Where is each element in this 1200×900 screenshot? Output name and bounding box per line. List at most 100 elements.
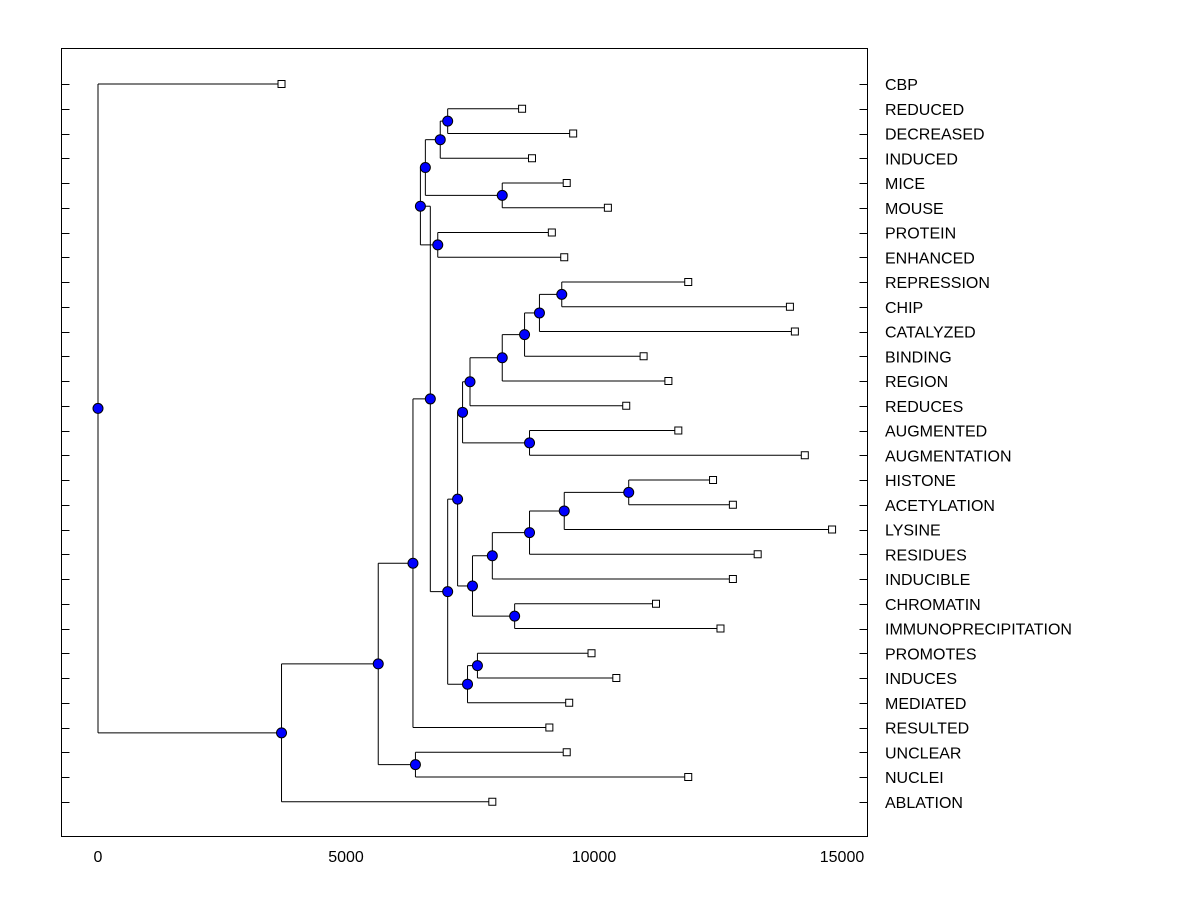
- leaf-label-catalyzed: CATALYZED: [885, 325, 976, 342]
- merge-node-m29: [92, 402, 104, 414]
- leaf-marker-residues: [753, 550, 762, 559]
- x-tick-label: 10000: [572, 849, 617, 866]
- leaf-label-lysine: LYSINE: [885, 523, 941, 540]
- leaf-marker-reduced: [518, 104, 527, 113]
- leaf-label-enhanced: ENHANCED: [885, 250, 975, 267]
- merge-node-m19: [466, 580, 478, 592]
- merge-node-m14: [623, 486, 635, 498]
- leaf-label-histone: HISTONE: [885, 473, 956, 490]
- merge-node-m17: [486, 550, 498, 562]
- leaf-label-mice: MICE: [885, 176, 925, 193]
- leaf-marker-mouse: [603, 203, 612, 212]
- merge-node-m23: [442, 586, 454, 598]
- merge-node-m24: [424, 393, 436, 405]
- leaf-label-induced: INDUCED: [885, 151, 958, 168]
- dendrogram-branches: [97, 83, 833, 803]
- left-tick-marks: [61, 84, 70, 803]
- leaf-label-promotes: PROMOTES: [885, 646, 977, 663]
- merge-node-m22: [462, 678, 474, 690]
- merge-node-m13: [457, 406, 469, 418]
- merge-node-m7: [556, 288, 568, 300]
- merge-node-m5: [432, 239, 444, 251]
- leaf-label-cbp: CBP: [885, 77, 918, 94]
- leaf-marker-resulted: [545, 723, 554, 732]
- leaf-label-reduced: REDUCED: [885, 102, 964, 119]
- leaf-marker-binding: [639, 352, 648, 361]
- merge-node-m11: [464, 376, 476, 388]
- merge-node-m28: [276, 727, 288, 739]
- leaf-marker-induces: [612, 674, 621, 682]
- merge-node-m21: [471, 660, 483, 672]
- leaf-marker-histone: [709, 476, 718, 484]
- merge-node-m12: [524, 437, 536, 449]
- leaf-label-decreased: DECREASED: [885, 127, 985, 144]
- leaf-marker-augmentation: [800, 451, 809, 460]
- merge-node-m16: [524, 527, 536, 539]
- leaf-marker-augmented: [674, 426, 683, 435]
- leaf-label-augmented: AUGMENTED: [885, 424, 987, 441]
- leaf-marker-promotes: [587, 649, 596, 658]
- leaf-label-protein: PROTEIN: [885, 226, 956, 243]
- leaf-marker-protein: [547, 228, 556, 237]
- leaf-label-nuclei: NUCLEI: [885, 770, 944, 787]
- leaf-marker-decreased: [569, 129, 578, 138]
- merge-node-m15: [558, 505, 570, 517]
- merge-node-m27: [372, 658, 384, 670]
- leaf-marker-chromatin: [652, 599, 660, 608]
- leaf-marker-lysine: [828, 525, 837, 534]
- leaf-label-chromatin: CHROMATIN: [885, 597, 981, 614]
- leaf-label-reduces: REDUCES: [885, 399, 963, 416]
- leaf-marker-chip: [785, 302, 794, 311]
- plot-frame: [61, 48, 868, 837]
- merge-node-m18: [509, 610, 521, 622]
- merge-node-m9: [519, 329, 531, 341]
- leaf-label-resulted: RESULTED: [885, 721, 969, 738]
- merge-node-m25: [407, 557, 419, 569]
- leaf-marker-enhanced: [560, 253, 569, 262]
- leaf-label-unclear: UNCLEAR: [885, 745, 961, 762]
- leaf-marker-immunoprecipitation: [716, 624, 725, 633]
- leaf-marker-unclear: [562, 748, 571, 757]
- leaf-marker-cbp: [277, 80, 286, 88]
- merge-node-m8: [533, 307, 545, 319]
- leaf-labels: CBP REDUCED DECREASED INDUCED MICE MOUSE PROTE…: [885, 77, 1072, 812]
- leaf-marker-inducible: [728, 575, 737, 583]
- x-axis: 0 5000 10000 15000: [94, 849, 865, 866]
- x-tick-label: 5000: [328, 849, 364, 866]
- leaf-marker-nuclei: [684, 773, 693, 781]
- leaf-label-immunoprecipitation: IMMUNOPRECIPITATION: [885, 622, 1072, 639]
- leaf-marker-mediated: [565, 698, 574, 707]
- leaf-marker-repression: [684, 278, 693, 286]
- merge-node-m26: [409, 759, 421, 771]
- leaf-label-repression: REPRESSION: [885, 275, 990, 292]
- merge-node-m20: [452, 493, 464, 505]
- leaf-markers: [277, 80, 837, 806]
- leaf-label-augmentation: AUGMENTATION: [885, 448, 1012, 465]
- leaf-label-mediated: MEDIATED: [885, 696, 966, 713]
- leaf-label-region: REGION: [885, 374, 948, 391]
- leaf-label-inducible: INDUCIBLE: [885, 572, 970, 589]
- leaf-label-ablation: ABLATION: [885, 795, 963, 812]
- leaf-marker-ablation: [488, 797, 497, 806]
- right-tick-marks: [859, 84, 868, 803]
- merge-node-m3: [496, 189, 508, 201]
- x-tick-label: 0: [94, 849, 103, 866]
- leaf-marker-mice: [562, 179, 571, 187]
- merge-node-m6: [414, 200, 426, 212]
- merge-nodes: [92, 115, 635, 771]
- merge-node-m1: [442, 115, 454, 127]
- merge-node-m2: [434, 134, 446, 146]
- x-tick-label: 15000: [820, 849, 865, 866]
- merge-node-m10: [496, 352, 508, 364]
- leaf-label-acetylation: ACETYLATION: [885, 498, 995, 515]
- leaf-label-induces: INDUCES: [885, 671, 957, 688]
- leaf-marker-induced: [528, 154, 536, 163]
- leaf-marker-reduces: [622, 401, 631, 410]
- leaf-label-residues: RESIDUES: [885, 547, 967, 564]
- leaf-marker-catalyzed: [790, 327, 799, 336]
- leaf-label-binding: BINDING: [885, 349, 952, 366]
- merge-node-m4: [419, 162, 431, 174]
- leaf-marker-acetylation: [728, 500, 737, 509]
- leaf-marker-region: [664, 377, 673, 385]
